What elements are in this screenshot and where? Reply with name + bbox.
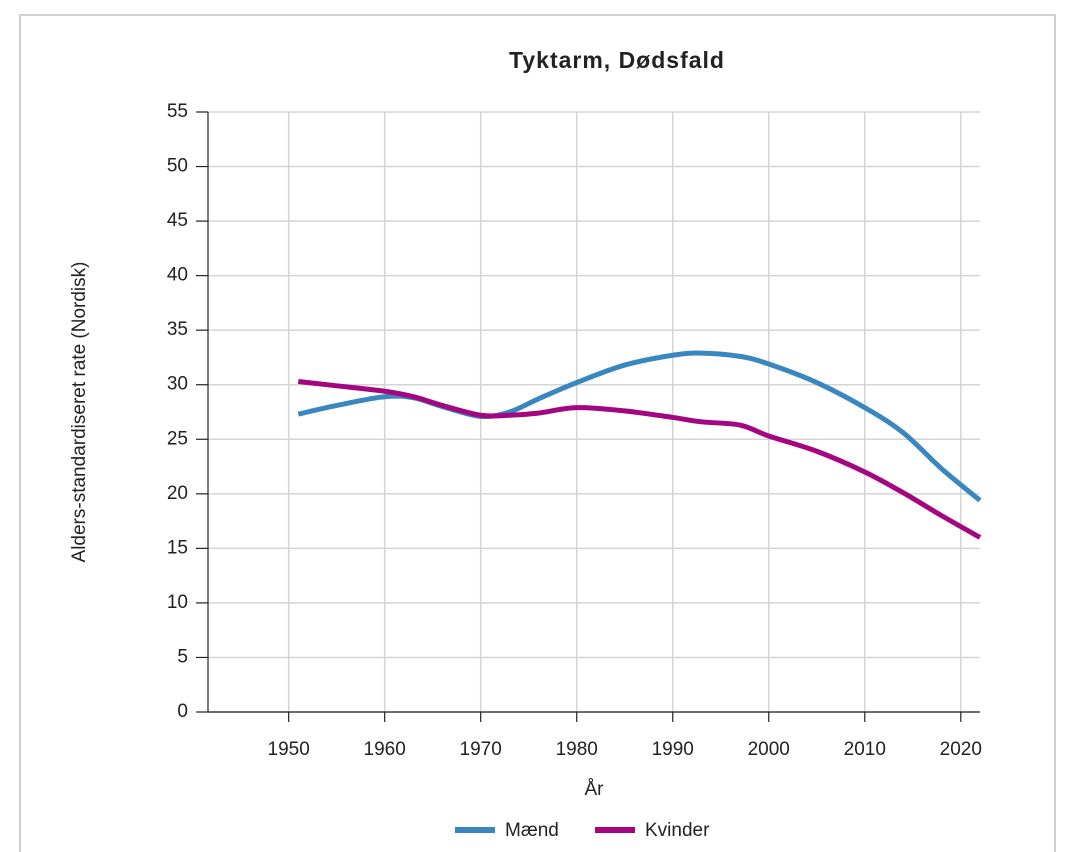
x-axis-label: År bbox=[585, 779, 605, 800]
x-tick-label: 2020 bbox=[940, 739, 982, 760]
y-tick-label: 25 bbox=[167, 428, 188, 449]
y-tick-label: 40 bbox=[167, 265, 188, 286]
y-tick-label: 50 bbox=[167, 156, 188, 177]
y-tick-label: 15 bbox=[167, 537, 188, 558]
data-line bbox=[297, 378, 982, 540]
x-tick-label: 2000 bbox=[748, 739, 790, 760]
y-axis-label: Alders-standardiseret rate (Nordisk) bbox=[69, 262, 90, 563]
x-tick-label: 1980 bbox=[556, 739, 598, 760]
legend-label: Mænd bbox=[505, 820, 559, 841]
y-tick-label: 55 bbox=[167, 101, 188, 122]
x-tick-label: 1950 bbox=[268, 739, 310, 760]
y-tick-label: 20 bbox=[167, 483, 188, 504]
y-tick-label: 35 bbox=[167, 319, 188, 340]
y-tick-label: 0 bbox=[177, 701, 188, 722]
legend-label: Kvinder bbox=[645, 820, 710, 841]
y-tick-label: 30 bbox=[167, 374, 188, 395]
x-tick-label: 1970 bbox=[460, 739, 502, 760]
y-tick-label: 5 bbox=[177, 646, 188, 667]
x-tick-label: 1960 bbox=[364, 739, 406, 760]
x-tick-label: 1990 bbox=[652, 739, 694, 760]
chart-title: Tyktarm, Dødsfald bbox=[509, 47, 725, 73]
x-tick-label: 2010 bbox=[844, 739, 886, 760]
y-tick-label: 45 bbox=[167, 210, 188, 231]
y-tick-label: 10 bbox=[167, 592, 188, 613]
